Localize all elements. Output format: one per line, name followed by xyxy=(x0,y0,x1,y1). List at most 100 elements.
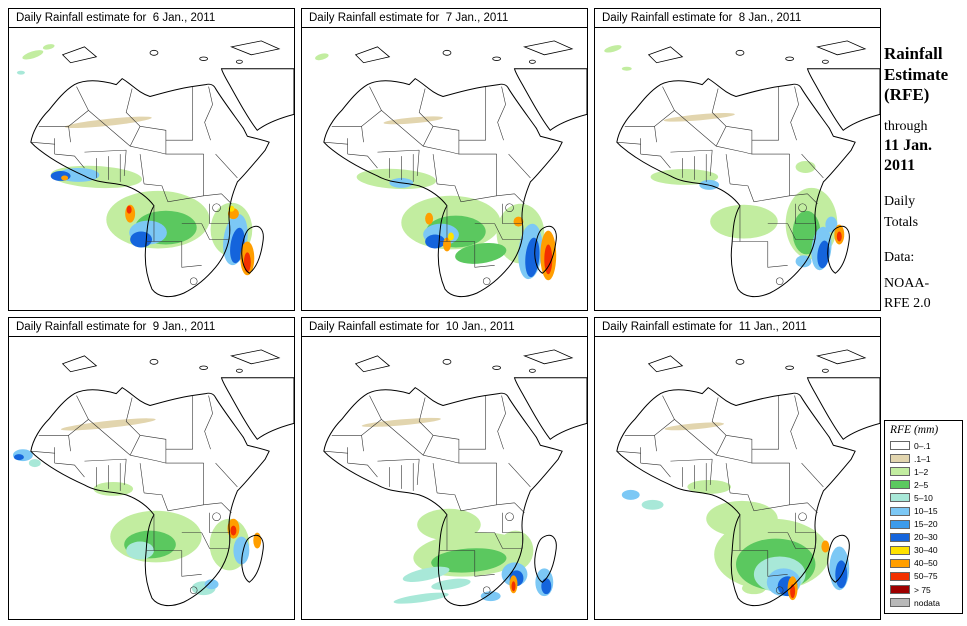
legend-label: 1–2 xyxy=(914,466,929,477)
legend-swatch xyxy=(890,545,910,555)
africa-map xyxy=(16,40,294,298)
legend-label: > 75 xyxy=(914,584,931,595)
rainfall-blob xyxy=(315,53,329,61)
rainfall-blob xyxy=(383,116,443,125)
legend-row: 10–15 xyxy=(890,504,959,517)
rainfall-overlay xyxy=(361,417,554,604)
legend-swatch xyxy=(890,532,910,542)
rainfall-blob xyxy=(664,422,724,431)
rainfall-blob xyxy=(402,566,450,582)
rainfall-blob xyxy=(61,175,69,181)
sidebar: Rainfall Estimate (RFE) through 11 Jan. … xyxy=(884,44,966,314)
rainfall-blob xyxy=(13,454,24,461)
data-label: Data: xyxy=(884,249,915,265)
panel-map xyxy=(301,337,588,620)
rainfall-blob xyxy=(511,581,516,592)
rainfall-blob xyxy=(425,234,445,249)
rainfall-blob xyxy=(836,231,842,242)
rainfall-blob xyxy=(93,481,134,496)
africa-map xyxy=(315,40,587,298)
rainfall-blob xyxy=(513,216,524,227)
legend-label: 40–50 xyxy=(914,558,938,569)
rainfall-blob xyxy=(621,489,640,500)
rainfall-blob xyxy=(641,499,664,510)
rainfall-blob xyxy=(361,417,441,427)
rainfall-blob xyxy=(28,459,41,468)
legend-row: 2–5 xyxy=(890,478,959,491)
map-panel-8-jan: Daily Rainfall estimate for 8 Jan., 2011 xyxy=(594,8,881,311)
rainfall-blob xyxy=(417,508,481,541)
legend-row: 50–75 xyxy=(890,570,959,583)
rainfall-blob xyxy=(130,231,152,248)
panel-title: Daily Rainfall estimate for 6 Jan., 2011 xyxy=(8,8,295,28)
rainfall-blob xyxy=(604,45,622,53)
legend-swatch xyxy=(890,598,910,608)
legend-swatch xyxy=(890,506,910,516)
panel-title: Daily Rainfall estimate for 8 Jan., 2011 xyxy=(594,8,881,28)
rainfall-blob xyxy=(447,232,454,241)
panel-title: Daily Rainfall estimate for 11 Jan., 201… xyxy=(594,317,881,337)
rainfall-overlay xyxy=(621,422,850,601)
rainfall-blob xyxy=(230,525,237,536)
rainfall-blob xyxy=(455,242,507,264)
rainfall-overlay xyxy=(315,53,557,281)
panel-map xyxy=(594,28,881,311)
panel-title: Daily Rainfall estimate for 10 Jan., 201… xyxy=(301,317,588,337)
legend-swatch xyxy=(890,585,910,595)
map-panel-7-jan: Daily Rainfall estimate for 7 Jan., 2011 xyxy=(301,8,588,311)
panel-title: Daily Rainfall estimate for 9 Jan., 2011 xyxy=(8,317,295,337)
rainfall-blob xyxy=(16,70,25,75)
legend-label: 15–20 xyxy=(914,519,938,530)
figure-title: Rainfall Estimate (RFE) xyxy=(884,44,949,105)
panel-map xyxy=(8,337,295,620)
legend-rows: 0–.1 .1–1 1–2 2–5 5–10 10–15 15–20 20–30 30–40 40… xyxy=(890,439,959,609)
rainfall-blob xyxy=(42,44,55,50)
rainfall-blob xyxy=(126,541,154,560)
through-label: through xyxy=(884,119,928,135)
legend-label: .1–1 xyxy=(914,453,931,464)
rainfall-blob xyxy=(204,579,219,590)
rainfall-blob xyxy=(650,169,719,185)
africa-map xyxy=(323,349,587,607)
legend-row: .1–1 xyxy=(890,452,959,465)
rainfall-blob xyxy=(480,591,501,602)
rainfall-blob xyxy=(425,212,434,225)
legend-label: 2–5 xyxy=(914,479,929,490)
rainfall-blob xyxy=(525,237,540,278)
legend-swatch xyxy=(890,480,910,490)
legend-label: 20–30 xyxy=(914,532,938,543)
legend-row: 30–40 xyxy=(890,544,959,557)
rainfall-blob xyxy=(126,205,132,214)
africa-map xyxy=(616,349,880,607)
legend-swatch xyxy=(890,571,910,581)
rainfall-blob xyxy=(687,479,732,494)
legend-title: RFE (mm) xyxy=(890,424,939,436)
legend-row: 0–.1 xyxy=(890,439,959,452)
rainfall-blob xyxy=(821,540,830,553)
legend-swatch xyxy=(890,558,910,568)
rainfall-blob xyxy=(60,418,156,431)
rainfall-blob xyxy=(544,244,553,275)
rainfall-blob xyxy=(497,530,534,571)
legend-swatch xyxy=(890,441,910,451)
legend-swatch xyxy=(890,493,910,503)
map-panel-6-jan: Daily Rainfall estimate for 6 Jan., 2011 xyxy=(8,8,295,311)
totals-label: Daily Totals xyxy=(884,194,919,230)
rainfall-blob xyxy=(22,50,44,60)
legend-label: 30–40 xyxy=(914,545,938,556)
rainfall-blob xyxy=(663,113,735,122)
panel-map xyxy=(301,28,588,311)
legend-label: 0–.1 xyxy=(914,440,931,451)
rainfall-blob xyxy=(443,237,451,252)
rainfall-blob xyxy=(393,592,449,604)
legend-label: 5–10 xyxy=(914,492,933,503)
rainfall-blob xyxy=(621,66,632,71)
legend-row: 1–2 xyxy=(890,465,959,478)
rainfall-blob xyxy=(825,216,838,233)
rainfall-blob xyxy=(541,578,552,595)
rainfall-blob xyxy=(431,548,507,573)
panel-grid: Daily Rainfall estimate for 6 Jan., 2011… xyxy=(8,8,881,620)
legend-swatch xyxy=(890,467,910,477)
africa-map xyxy=(604,40,880,298)
